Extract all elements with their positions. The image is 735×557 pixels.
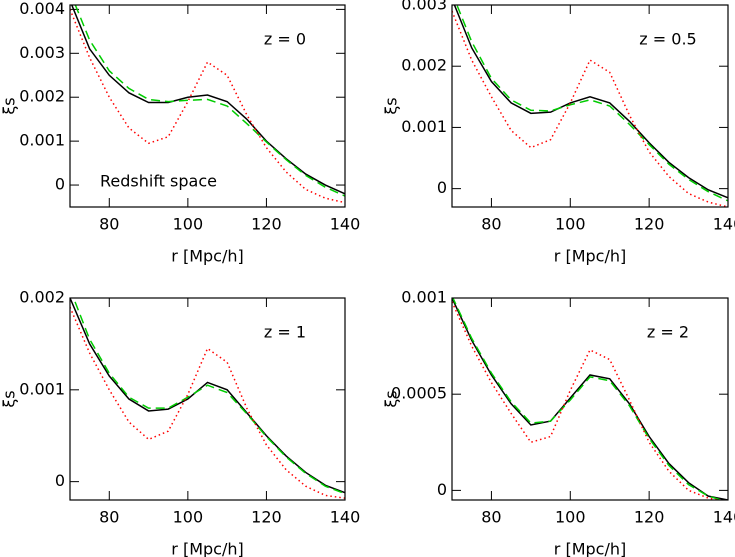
y-tick-label: 0.001 bbox=[19, 131, 65, 150]
x-tick-label: 140 bbox=[713, 215, 735, 234]
x-tick-label: 80 bbox=[99, 215, 119, 234]
y-tick-label: 0 bbox=[437, 480, 447, 499]
x-tick-label: 100 bbox=[555, 508, 586, 527]
y-axis-label: ξs bbox=[382, 97, 401, 114]
x-tick-label: 120 bbox=[251, 508, 282, 527]
y-tick-label: 0.003 bbox=[401, 0, 447, 14]
panel: 80 100 120 140 0 0.001 0.002 r [Mpc/h] ξs z = 1 bbox=[0, 288, 360, 557]
annotation: z = 1 bbox=[264, 323, 306, 342]
series-line bbox=[456, 5, 728, 202]
panel: 80 100 120 140 0 0.001 0.002 0.003 0.004 r [Mpc/h… bbox=[0, 0, 360, 266]
y-tick-label: 0.001 bbox=[401, 288, 447, 307]
x-axis-label: r [Mpc/h] bbox=[171, 247, 243, 266]
x-tick-label: 100 bbox=[555, 215, 586, 234]
annotation: z = 2 bbox=[647, 323, 689, 342]
y-axis-label: ξs bbox=[382, 390, 401, 407]
x-tick-label: 140 bbox=[330, 215, 361, 234]
x-tick-label: 140 bbox=[330, 508, 361, 527]
x-axis-label: r [Mpc/h] bbox=[171, 540, 243, 557]
y-tick-label: 0.002 bbox=[19, 87, 65, 106]
plot-frame bbox=[69, 4, 346, 208]
lines bbox=[452, 298, 728, 500]
y-tick-label: 0 bbox=[55, 175, 65, 194]
x-tick-label: 100 bbox=[173, 508, 204, 527]
y-axis-label: ξs bbox=[0, 97, 19, 114]
annotation: z = 0 bbox=[264, 30, 306, 49]
series-line bbox=[74, 5, 345, 197]
y-axis-label: ξs bbox=[0, 390, 19, 407]
series-line bbox=[70, 5, 345, 195]
x-tick-label: 120 bbox=[634, 215, 665, 234]
series-line bbox=[452, 298, 725, 500]
plot-frame bbox=[69, 297, 346, 501]
plot-frame bbox=[451, 4, 729, 208]
x-tick-label: 120 bbox=[634, 508, 665, 527]
x-axis-label: r [Mpc/h] bbox=[554, 247, 626, 266]
annotation: z = 0.5 bbox=[639, 30, 696, 49]
y-tick-label: 0.002 bbox=[19, 288, 65, 307]
series-line bbox=[72, 298, 345, 495]
x-tick-label: 80 bbox=[481, 215, 501, 234]
series-line bbox=[70, 306, 345, 499]
panel: 80 100 120 140 0 0.0005 0.001 r [Mpc/h] ξs z = 2 bbox=[382, 288, 735, 557]
series-line bbox=[453, 5, 728, 199]
annotation: Redshift space bbox=[100, 172, 217, 191]
x-tick-label: 80 bbox=[99, 508, 119, 527]
y-tick-label: 0.0005 bbox=[391, 384, 447, 403]
lines bbox=[70, 5, 345, 204]
x-tick-label: 140 bbox=[713, 508, 735, 527]
y-tick-label: 0 bbox=[55, 471, 65, 490]
y-tick-label: 0.001 bbox=[401, 117, 447, 136]
lines bbox=[452, 5, 728, 207]
y-tick-label: 0.004 bbox=[19, 0, 65, 18]
y-tick-label: 0.003 bbox=[19, 43, 65, 62]
series-line bbox=[452, 298, 728, 500]
x-tick-label: 120 bbox=[251, 215, 282, 234]
x-axis-label: r [Mpc/h] bbox=[554, 540, 626, 557]
x-tick-label: 80 bbox=[481, 508, 501, 527]
series-line bbox=[70, 9, 345, 204]
panel: 80 100 120 140 0 0.001 0.002 0.003 r [Mpc/h] ξs z … bbox=[382, 0, 735, 266]
y-tick-label: 0 bbox=[437, 178, 447, 197]
y-tick-label: 0.002 bbox=[401, 56, 447, 75]
y-tick-label: 0.001 bbox=[19, 379, 65, 398]
plot-frame bbox=[451, 297, 729, 501]
lines bbox=[70, 298, 345, 499]
x-tick-label: 100 bbox=[173, 215, 204, 234]
